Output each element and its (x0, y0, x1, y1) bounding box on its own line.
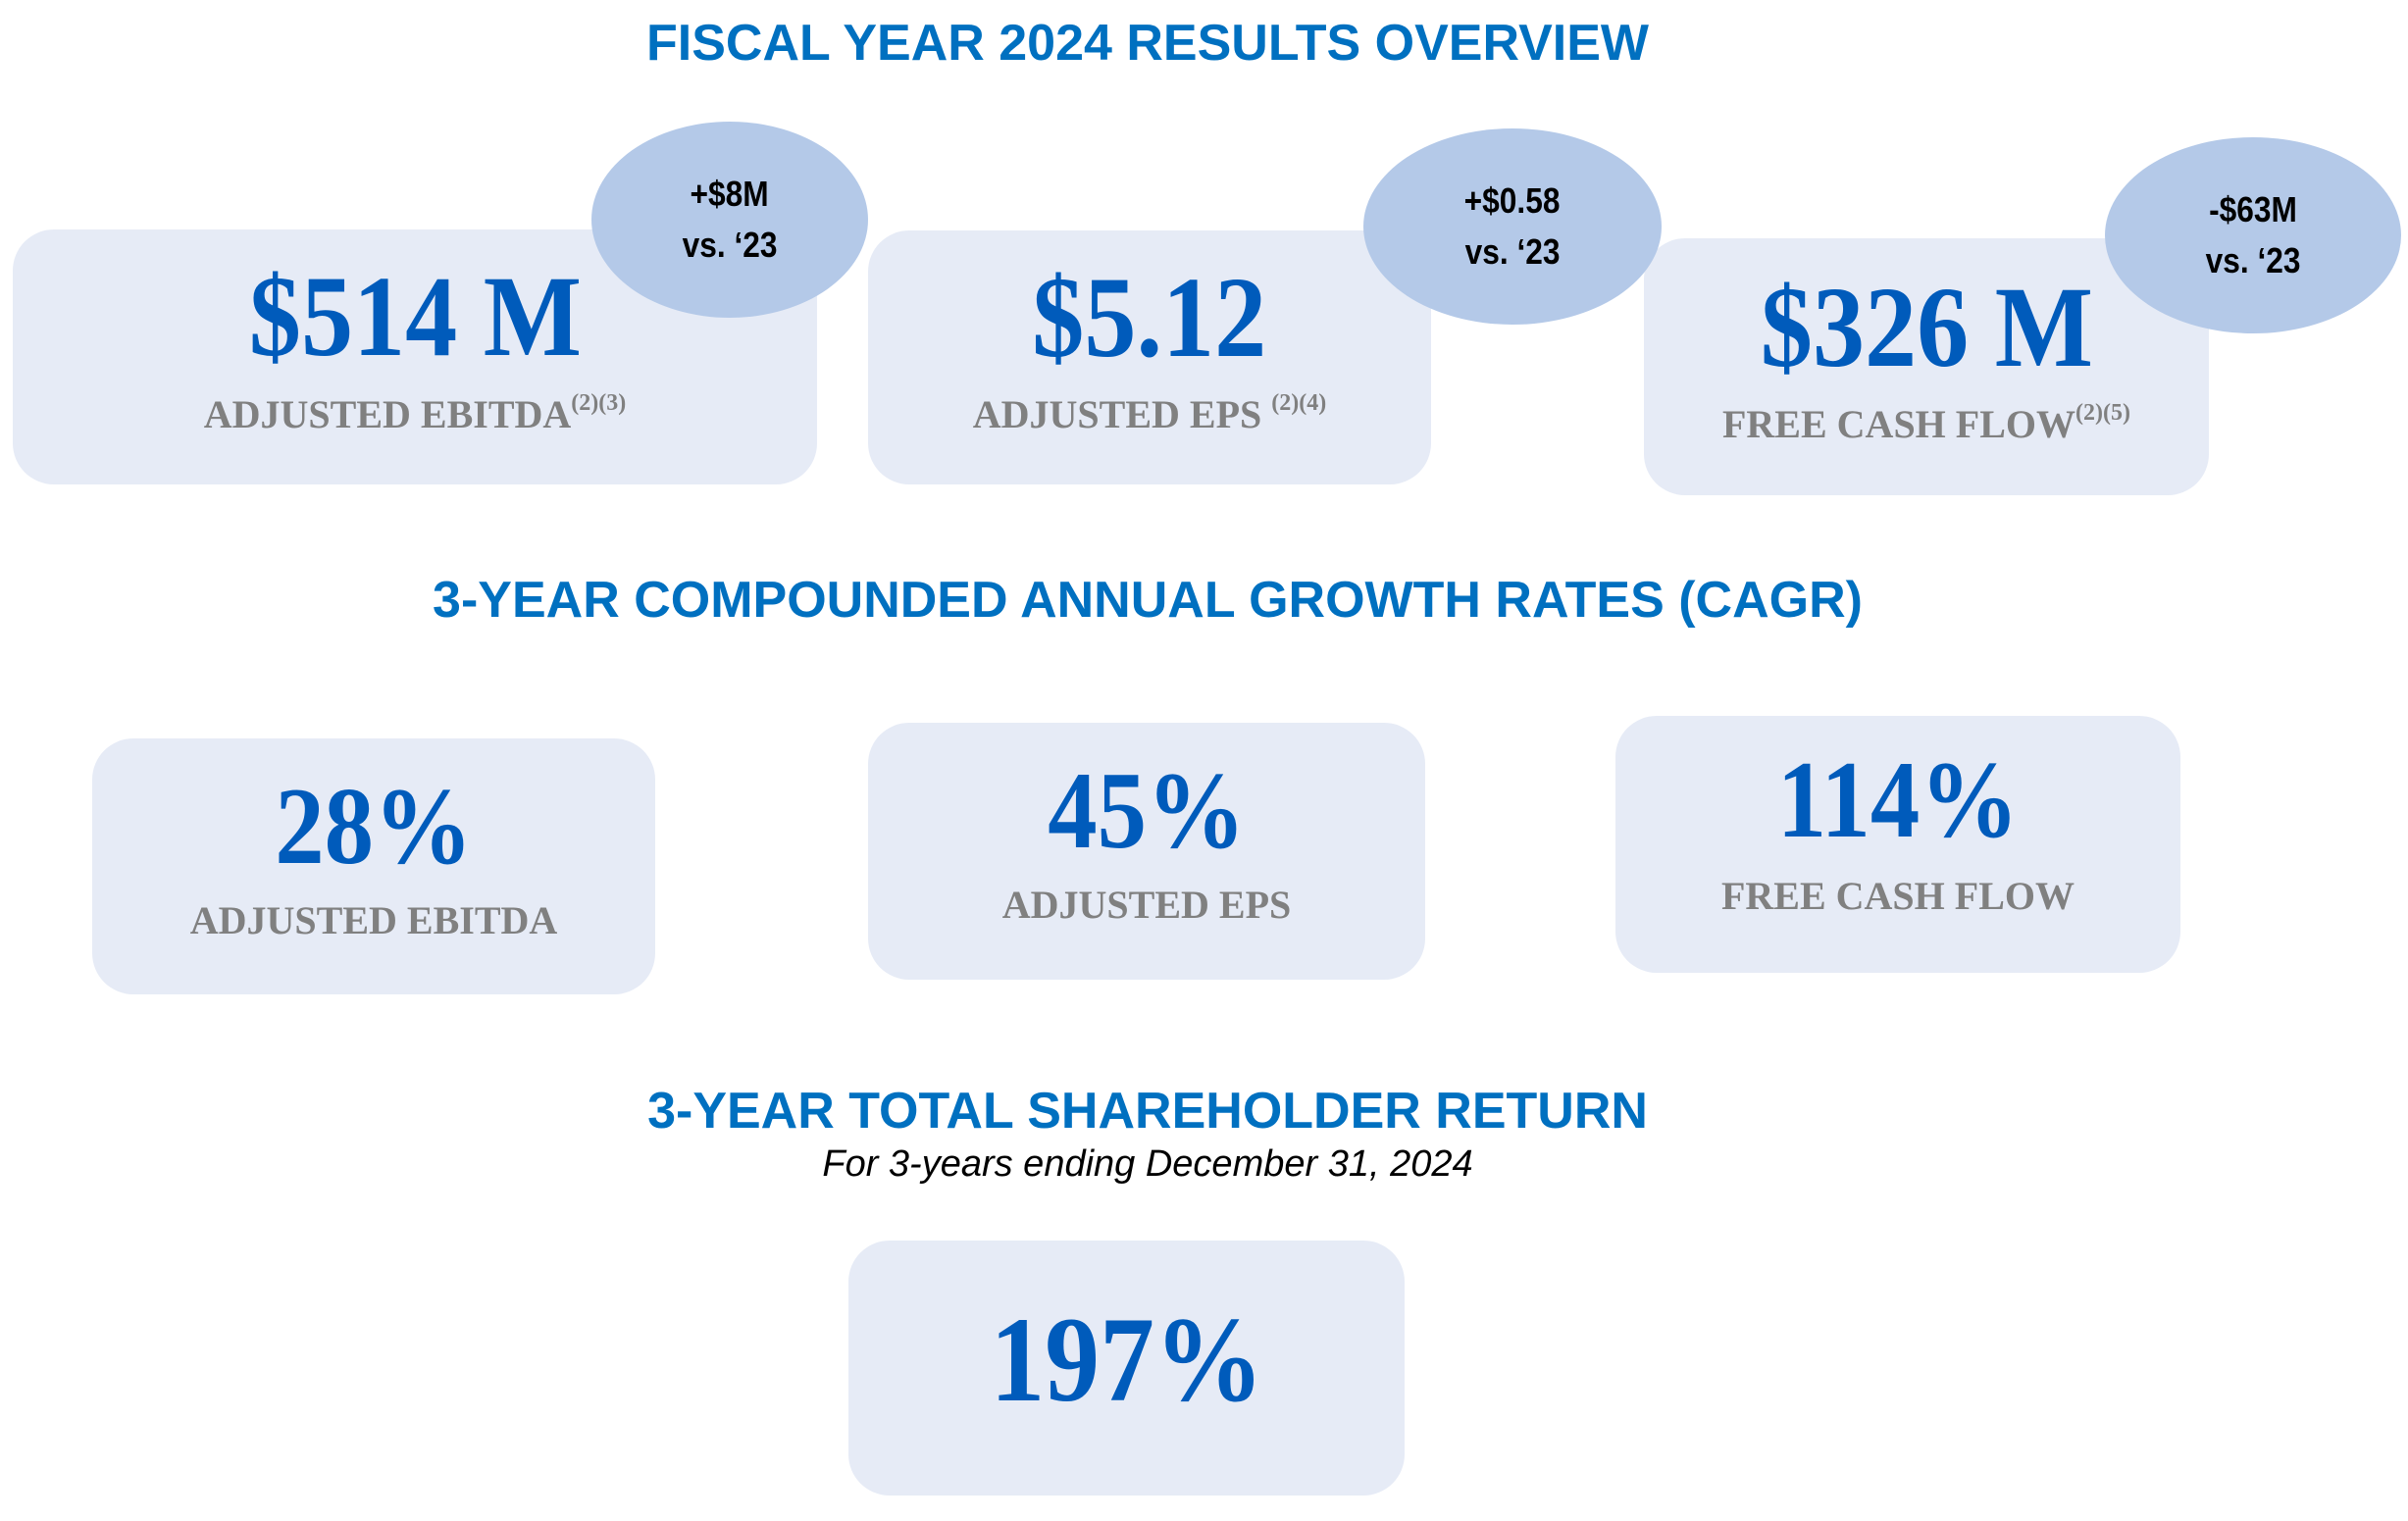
ebitda-change-ref: vs. ‘23 (682, 225, 778, 265)
ebitda-change-bubble: +$8M vs. ‘23 (591, 122, 868, 318)
fcf-change: -$63M (2209, 188, 2297, 229)
fcf-label: FREE CASH FLOW(2)(5) (1721, 400, 2130, 446)
fcf-value: $326 M (1760, 263, 2093, 391)
cagr-ebitda-card: 28% ADJUSTED EBITDA (92, 738, 655, 994)
cagr-eps-label: ADJUSTED EPS (1001, 883, 1292, 927)
cagr-ebitda-label: ADJUSTED EBITDA (189, 898, 558, 942)
ebitda-value: $514 M (248, 252, 582, 380)
ebitda-label: ADJUSTED EBITDA(2)(3) (203, 390, 627, 436)
ebitda-change: +$8M (690, 173, 770, 214)
tsr-value: 197% (990, 1293, 1263, 1427)
tsr-card: 197% (848, 1241, 1405, 1496)
eps-change-bubble: +$0.58 vs. ‘23 (1363, 128, 1662, 325)
fcf-card: $326 M FREE CASH FLOW(2)(5) (1644, 238, 2209, 495)
eps-value: $5.12 (1032, 253, 1267, 381)
cagr-fcf-label: FREE CASH FLOW (1720, 874, 2075, 918)
eps-card: $5.12 ADJUSTED EPS (2)(4) (868, 230, 1431, 484)
cagr-eps-value: 45% (1048, 750, 1246, 872)
tsr-subtitle: For 3-years ending December 31, 2024 (822, 1143, 1473, 1185)
fcf-change-bubble: -$63M vs. ‘23 (2105, 137, 2401, 333)
cagr-ebitda-value: 28% (275, 766, 473, 887)
fiscal-overview-title: FISCAL YEAR 2024 RESULTS OVERVIEW (646, 15, 1649, 72)
eps-change: +$0.58 (1464, 179, 1561, 221)
cagr-fcf-card: 114% FREE CASH FLOW (1615, 716, 2180, 973)
cagr-eps-card: 45% ADJUSTED EPS (868, 723, 1425, 980)
fcf-change-ref: vs. ‘23 (2205, 240, 2301, 280)
cagr-fcf-value: 114% (1776, 739, 2020, 861)
eps-change-ref: vs. ‘23 (1464, 231, 1561, 272)
eps-label: ADJUSTED EPS (2)(4) (972, 390, 1327, 436)
cagr-title: 3-YEAR COMPOUNDED ANNUAL GROWTH RATES (C… (433, 572, 1863, 629)
tsr-title: 3-YEAR TOTAL SHAREHOLDER RETURN (647, 1083, 1648, 1140)
